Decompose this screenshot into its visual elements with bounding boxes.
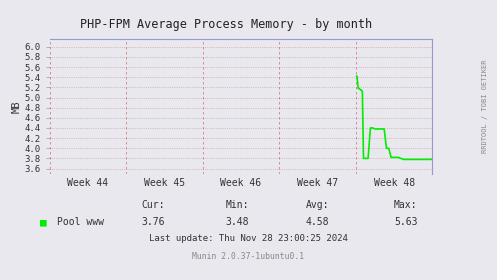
Text: ■: ■ [40, 217, 47, 227]
Text: Cur:: Cur: [141, 200, 165, 210]
Text: Min:: Min: [226, 200, 249, 210]
Text: 5.63: 5.63 [394, 217, 417, 227]
Text: Week 46: Week 46 [221, 178, 261, 188]
Text: PHP-FPM Average Process Memory - by month: PHP-FPM Average Process Memory - by mont… [80, 18, 372, 31]
Text: Week 47: Week 47 [297, 178, 338, 188]
Y-axis label: MB: MB [12, 100, 22, 113]
Text: Week 44: Week 44 [68, 178, 108, 188]
Text: RRDTOOL / TOBI OETIKER: RRDTOOL / TOBI OETIKER [482, 60, 488, 153]
Text: 3.48: 3.48 [226, 217, 249, 227]
Text: 3.76: 3.76 [141, 217, 165, 227]
Text: Avg:: Avg: [306, 200, 330, 210]
Text: 4.58: 4.58 [306, 217, 330, 227]
Text: Max:: Max: [394, 200, 417, 210]
Text: Week 45: Week 45 [144, 178, 185, 188]
Text: Munin 2.0.37-1ubuntu0.1: Munin 2.0.37-1ubuntu0.1 [192, 252, 305, 261]
Text: Week 48: Week 48 [374, 178, 414, 188]
Text: Last update: Thu Nov 28 23:00:25 2024: Last update: Thu Nov 28 23:00:25 2024 [149, 234, 348, 243]
Text: Pool www: Pool www [57, 217, 104, 227]
